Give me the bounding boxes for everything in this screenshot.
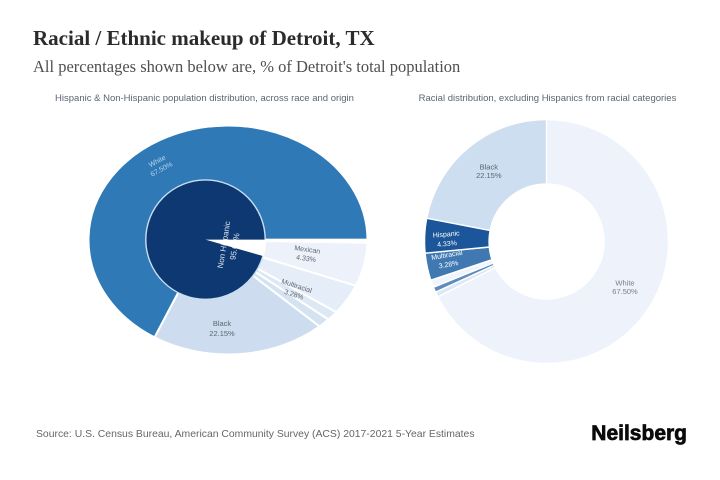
svg-text:4.33%: 4.33% xyxy=(437,240,457,249)
svg-text:Hispanic & Non-Hispanic popula: Hispanic & Non-Hispanic population distr… xyxy=(55,93,354,104)
svg-text:Neilsberg: Neilsberg xyxy=(591,422,687,445)
svg-text:67.50%: 67.50% xyxy=(612,287,638,296)
svg-text:Hispanic: Hispanic xyxy=(433,230,461,239)
svg-text:22.15%: 22.15% xyxy=(476,171,502,180)
svg-text:22.15%: 22.15% xyxy=(209,329,235,338)
svg-text:Black: Black xyxy=(480,163,499,172)
svg-text:Racial distribution, excluding: Racial distribution, excluding Hispanics… xyxy=(419,93,677,104)
svg-text:4.33%: 4.33% xyxy=(296,254,317,264)
svg-text:Mexican: Mexican xyxy=(294,245,321,256)
svg-text:White: White xyxy=(615,279,634,288)
svg-text:Black: Black xyxy=(213,319,232,328)
svg-text:Racial / Ethnic makeup of Detr: Racial / Ethnic makeup of Detroit, TX xyxy=(33,26,375,50)
svg-text:All percentages shown below ar: All percentages shown below are, % of De… xyxy=(33,57,460,76)
svg-text:Source: U.S. Census Bureau, Am: Source: U.S. Census Bureau, American Com… xyxy=(36,429,475,440)
svg-text:3.28%: 3.28% xyxy=(438,260,459,270)
